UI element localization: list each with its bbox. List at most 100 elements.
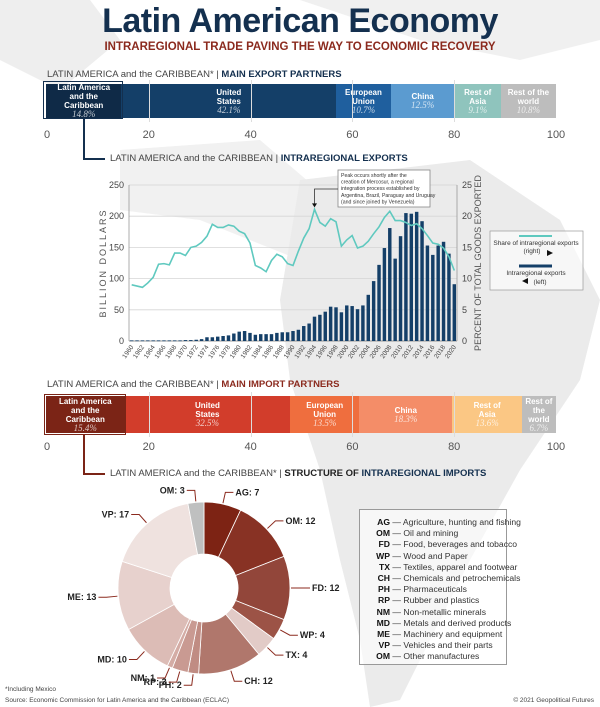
segment-label: China: [394, 405, 417, 415]
connector-line: [83, 158, 105, 160]
header-prefix: LATIN AMERICA and the CARIBBEAN |: [110, 153, 281, 164]
bar-1998: [334, 307, 338, 341]
y-axis-tick-label: 250: [109, 180, 124, 190]
segment-value: 13.6%: [475, 418, 499, 428]
axis-tick-label: 0: [43, 129, 51, 141]
y2-axis-tick-label: 25: [462, 180, 472, 190]
y2-axis-tick-label: 20: [462, 211, 472, 221]
y2-axis-title: PERCENT OF TOTAL GOODS EXPORTED: [473, 175, 483, 351]
segment-label: United States: [216, 87, 242, 106]
header-prefix: LATIN AMERICA and the CARIBBEAN* |: [110, 468, 285, 479]
donut-label: ME: 13: [67, 592, 96, 602]
bar-1965: [156, 340, 161, 342]
bar-1976: [216, 336, 220, 341]
bar-2014: [420, 221, 424, 341]
bar-1975: [210, 337, 215, 341]
axis-tick-label: 80: [448, 441, 461, 453]
arrow-left-icon: [522, 278, 528, 284]
legend-item: TX — Textiles, apparel and footwear: [370, 562, 517, 573]
bar-1985: [264, 334, 268, 341]
legend-desc: — Chemicals and petrochemicals: [390, 572, 521, 583]
legend-desc: — Wood and Paper: [390, 550, 468, 561]
axis-tick-label: 0: [43, 441, 51, 453]
bar-1989: [285, 332, 290, 341]
segment-label: China: [411, 92, 434, 101]
axis-tick-label: 60: [346, 129, 359, 141]
segment-china: China 12.5%: [390, 84, 455, 118]
bar-1990: [291, 331, 295, 341]
bar-2009: [393, 258, 397, 341]
sector-legend: AG — Agriculture, hunting and fishing OM …: [359, 509, 521, 665]
legend-desc: — Machinery and equipment: [390, 628, 503, 639]
annotation-text: Peak occurs shortly after the: [341, 173, 407, 179]
bar-1968: [172, 340, 177, 342]
bar-1972: [194, 339, 198, 341]
bar-1981: [242, 331, 247, 341]
axis-tick-label: 40: [244, 129, 257, 141]
legend-code: OM: [376, 651, 390, 662]
y2-axis-tick-label: 15: [462, 242, 472, 252]
arrow-down-icon: [312, 203, 318, 208]
connector-line: [83, 435, 85, 474]
header-bold: MAIN EXPORT PARTNERS: [221, 69, 342, 80]
legend-desc: — Food, beverages and tobacco: [390, 539, 518, 550]
axis-tick-label: 80: [448, 129, 461, 141]
header-prefix: LATIN AMERICA and the CARIBBEAN* |: [47, 69, 222, 80]
bar-1974: [205, 337, 209, 341]
donut-label: MD: 10: [97, 654, 127, 664]
legend-code: CH: [377, 572, 390, 583]
segment-label: Latin America and the Caribbean: [58, 396, 112, 424]
legend-desc: — Metals and derived products: [390, 617, 512, 628]
bar-1963: [146, 340, 150, 342]
legend-label: Share of intraregional exports: [493, 240, 579, 247]
legend-axis-note: (right): [524, 248, 541, 255]
gridline: [250, 80, 252, 122]
bar-1983: [253, 334, 258, 341]
donut-leader-line: [186, 489, 197, 502]
bar-1991: [296, 329, 301, 341]
bar-2003: [361, 305, 365, 341]
donut-leader-line: [183, 674, 194, 686]
bar-1960: [129, 340, 134, 342]
segment-rest-of-asia: Rest of Asia 13.6%: [452, 396, 522, 433]
gridline: [148, 392, 150, 437]
connector-line: [83, 473, 105, 475]
segment-european-union: European Union 10.7%: [336, 84, 391, 118]
legend-label: Intraregional exports: [506, 270, 566, 277]
bar-1984: [259, 334, 263, 341]
legend-code: MD: [376, 617, 390, 628]
bar-1979: [232, 333, 236, 341]
axis-tick-label: 40: [244, 441, 257, 453]
segment-label: United States: [194, 401, 220, 419]
donut-label: NM: 1: [131, 673, 156, 683]
legend-desc: — Rubber and plastics: [390, 595, 480, 606]
arrow-right-icon: [547, 250, 553, 256]
segment-united-states: United States 32.5%: [124, 396, 291, 433]
exports-header: LATIN AMERICA and the CARIBBEAN* | MAIN …: [47, 69, 342, 80]
legend-item: VP — Vehicles and their parts: [370, 640, 506, 651]
bar-1993: [307, 323, 311, 341]
annotation-text: integration process established by: [341, 186, 420, 192]
legend-item: WP — Wood and Paper: [370, 551, 506, 562]
donut-leader-line: [230, 670, 243, 682]
intra-exports-header: LATIN AMERICA and the CARIBBEAN | INTRAR…: [110, 153, 408, 164]
segment-european-union: European Union 13.5%: [290, 396, 360, 433]
segment-label: Rest of the world: [507, 87, 550, 106]
header-bold: INTRAREGIONAL EXPORTS: [280, 153, 408, 164]
bar-1970: [183, 340, 188, 341]
legend-code: WP: [376, 550, 390, 561]
page-subtitle: INTRAREGIONAL TRADE PAVING THE WAY TO EC…: [104, 41, 496, 53]
segment-latin-america-and-the-caribbean: Latin America and the Caribbean 14.8%: [46, 84, 122, 118]
bar-2006: [377, 264, 381, 341]
bar-1977: [221, 336, 225, 341]
imports-header: LATIN AMERICA and the CARIBBEAN* | MAIN …: [47, 379, 339, 390]
bar-2011: [404, 213, 408, 341]
legend-item: CH — Chemicals and petrochemicals: [370, 572, 521, 584]
legend-desc: — Other manufactures: [390, 651, 480, 662]
donut-slice-om: [187, 501, 205, 556]
header-bold: MAIN IMPORT PARTNERS: [221, 379, 340, 390]
bar-2019: [447, 253, 451, 341]
bar-1962: [140, 340, 145, 342]
segment-value: 10.8%: [516, 104, 541, 115]
